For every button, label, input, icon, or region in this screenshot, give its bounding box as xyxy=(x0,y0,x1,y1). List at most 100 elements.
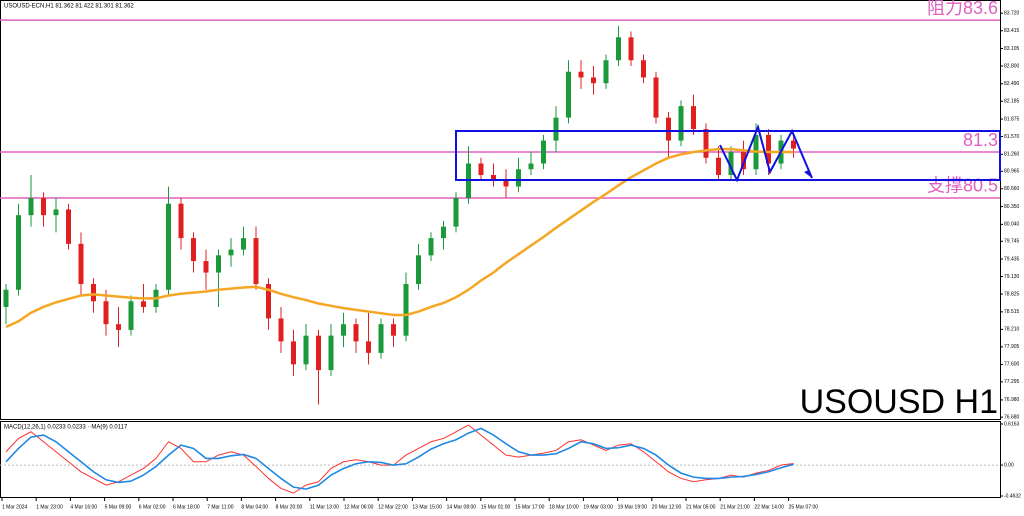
x-tick-label: 6 Mar 18:00 xyxy=(173,504,200,510)
candle-body xyxy=(53,209,59,216)
zigzag-arrow xyxy=(719,123,813,183)
candle-body xyxy=(141,301,146,307)
candle-body xyxy=(78,243,84,285)
x-tick-label: 21 Mar 05:00 xyxy=(686,504,716,510)
x-tick-label: 6 Mar 02:00 xyxy=(139,504,166,510)
main-panel xyxy=(0,0,1001,420)
candle-body xyxy=(416,255,421,285)
candle-body xyxy=(653,77,659,118)
candle-body xyxy=(328,335,334,371)
candle-body xyxy=(628,37,634,61)
candle-body xyxy=(553,117,559,141)
y-tick-label: 77.600 xyxy=(1004,362,1020,368)
y-tick-label: 78.210 xyxy=(1004,327,1020,333)
x-tick-label: 22 Mar 14:00 xyxy=(754,504,784,510)
candle-body xyxy=(128,301,134,330)
candle-body xyxy=(216,255,221,273)
candle-body xyxy=(403,284,409,336)
candle-body xyxy=(703,129,709,158)
candle-body xyxy=(303,335,309,365)
x-tick-label: 15 Mar 17:00 xyxy=(515,504,545,510)
x-tick-label: 15 Mar 01:00 xyxy=(481,504,511,510)
range-box xyxy=(455,130,1001,181)
candle-body xyxy=(203,261,209,273)
y-tick-label: 82.490 xyxy=(1004,81,1020,87)
candle-body xyxy=(353,324,359,342)
candle-body xyxy=(241,238,246,250)
candle-body xyxy=(366,341,371,353)
candle-body xyxy=(3,289,9,307)
y-tick-label: 78.825 xyxy=(1004,291,1020,297)
x-tick-label: 19 Mar 03:00 xyxy=(583,504,613,510)
y-tick-label: 81.875 xyxy=(1004,116,1020,122)
x-tick-label: 8 Mar 04:00 xyxy=(241,504,268,510)
y-tick-label: 77.905 xyxy=(1004,344,1020,350)
candle-body xyxy=(66,209,71,244)
candle-body xyxy=(591,77,596,84)
arrow-head xyxy=(804,170,812,178)
candle-body xyxy=(41,197,46,216)
y-tick-label: 78.515 xyxy=(1004,309,1020,315)
candle-body xyxy=(666,117,671,141)
candle-body xyxy=(266,284,271,319)
x-tick-label: 5 Mar 09:00 xyxy=(105,504,132,510)
x-tick-label: 21 Mar 21:00 xyxy=(720,504,750,510)
y-tick-label: 77.295 xyxy=(1004,379,1020,385)
candle-body xyxy=(641,60,646,78)
y-tick-label: 83.105 xyxy=(1004,46,1020,52)
macd-panel xyxy=(0,421,1001,498)
candle-body xyxy=(316,335,321,371)
x-tick-label: 13 Mar 15:00 xyxy=(412,504,442,510)
candle-body xyxy=(478,163,484,175)
macd-tick-label: -0.4632 xyxy=(1004,493,1021,499)
candle-body xyxy=(616,37,621,61)
candle-body xyxy=(766,134,771,164)
legend-text: USOUSD-ECN,H1 81.362 81.422 81.301 81.36… xyxy=(4,4,134,10)
macd-tick-label: 0.6163 xyxy=(1004,421,1020,427)
y-tick-label: 79.435 xyxy=(1004,256,1020,262)
candle-body xyxy=(541,140,546,164)
candle-body xyxy=(103,301,109,325)
candle-body xyxy=(378,324,384,353)
candle-body xyxy=(278,318,284,342)
x-tick-label: 18 Mar 10:00 xyxy=(549,504,579,510)
candle-body xyxy=(28,197,34,216)
x-tick-label: 1 Mar 23:00 xyxy=(36,504,63,510)
x-tick-label: 7 Mar 11:00 xyxy=(207,504,234,510)
candle-body xyxy=(678,106,684,141)
candle-body xyxy=(453,197,459,227)
candle-body xyxy=(728,152,734,175)
y-tick-label: 83.415 xyxy=(1004,28,1020,34)
candle-body xyxy=(116,324,121,330)
candle-body xyxy=(428,238,434,256)
candle-body xyxy=(178,203,184,239)
y-tick-label: 79.745 xyxy=(1004,239,1020,245)
x-tick-label: 4 Mar 16:00 xyxy=(70,504,97,510)
y-tick-label: 81.570 xyxy=(1004,134,1020,140)
candle-body xyxy=(228,249,234,256)
level-label: 阻力83.6 xyxy=(927,0,998,18)
level-label: 81.3 xyxy=(963,130,998,150)
candle-body xyxy=(91,284,96,302)
candle-body xyxy=(503,180,509,187)
y-tick-label: 80.040 xyxy=(1004,222,1020,228)
candle-body xyxy=(441,226,446,239)
candle-body xyxy=(691,106,696,130)
y-tick-label: 83.720 xyxy=(1004,11,1020,17)
candle-body xyxy=(716,157,721,175)
x-tick-label: 1 Mar 2024 xyxy=(2,504,28,510)
y-tick-label: 80.965 xyxy=(1004,169,1020,175)
candle-body xyxy=(341,324,346,336)
x-tick-label: 11 Mar 13:00 xyxy=(310,504,339,510)
x-tick-label: 14 Mar 08:00 xyxy=(447,504,477,510)
candle-body xyxy=(291,341,296,365)
candle-body xyxy=(741,152,746,170)
y-tick-label: 76.680 xyxy=(1004,414,1020,420)
candle-body xyxy=(166,203,171,290)
macd-label: MACD(12,26,1) 0.0233 0.0233 ··MA(9) 0.01… xyxy=(4,425,128,431)
y-tick-label: 82.185 xyxy=(1004,99,1020,105)
x-tick-label: 19 Mar 19:00 xyxy=(618,504,648,510)
candle-body xyxy=(191,238,196,262)
y-tick-label: 80.350 xyxy=(1004,204,1020,210)
